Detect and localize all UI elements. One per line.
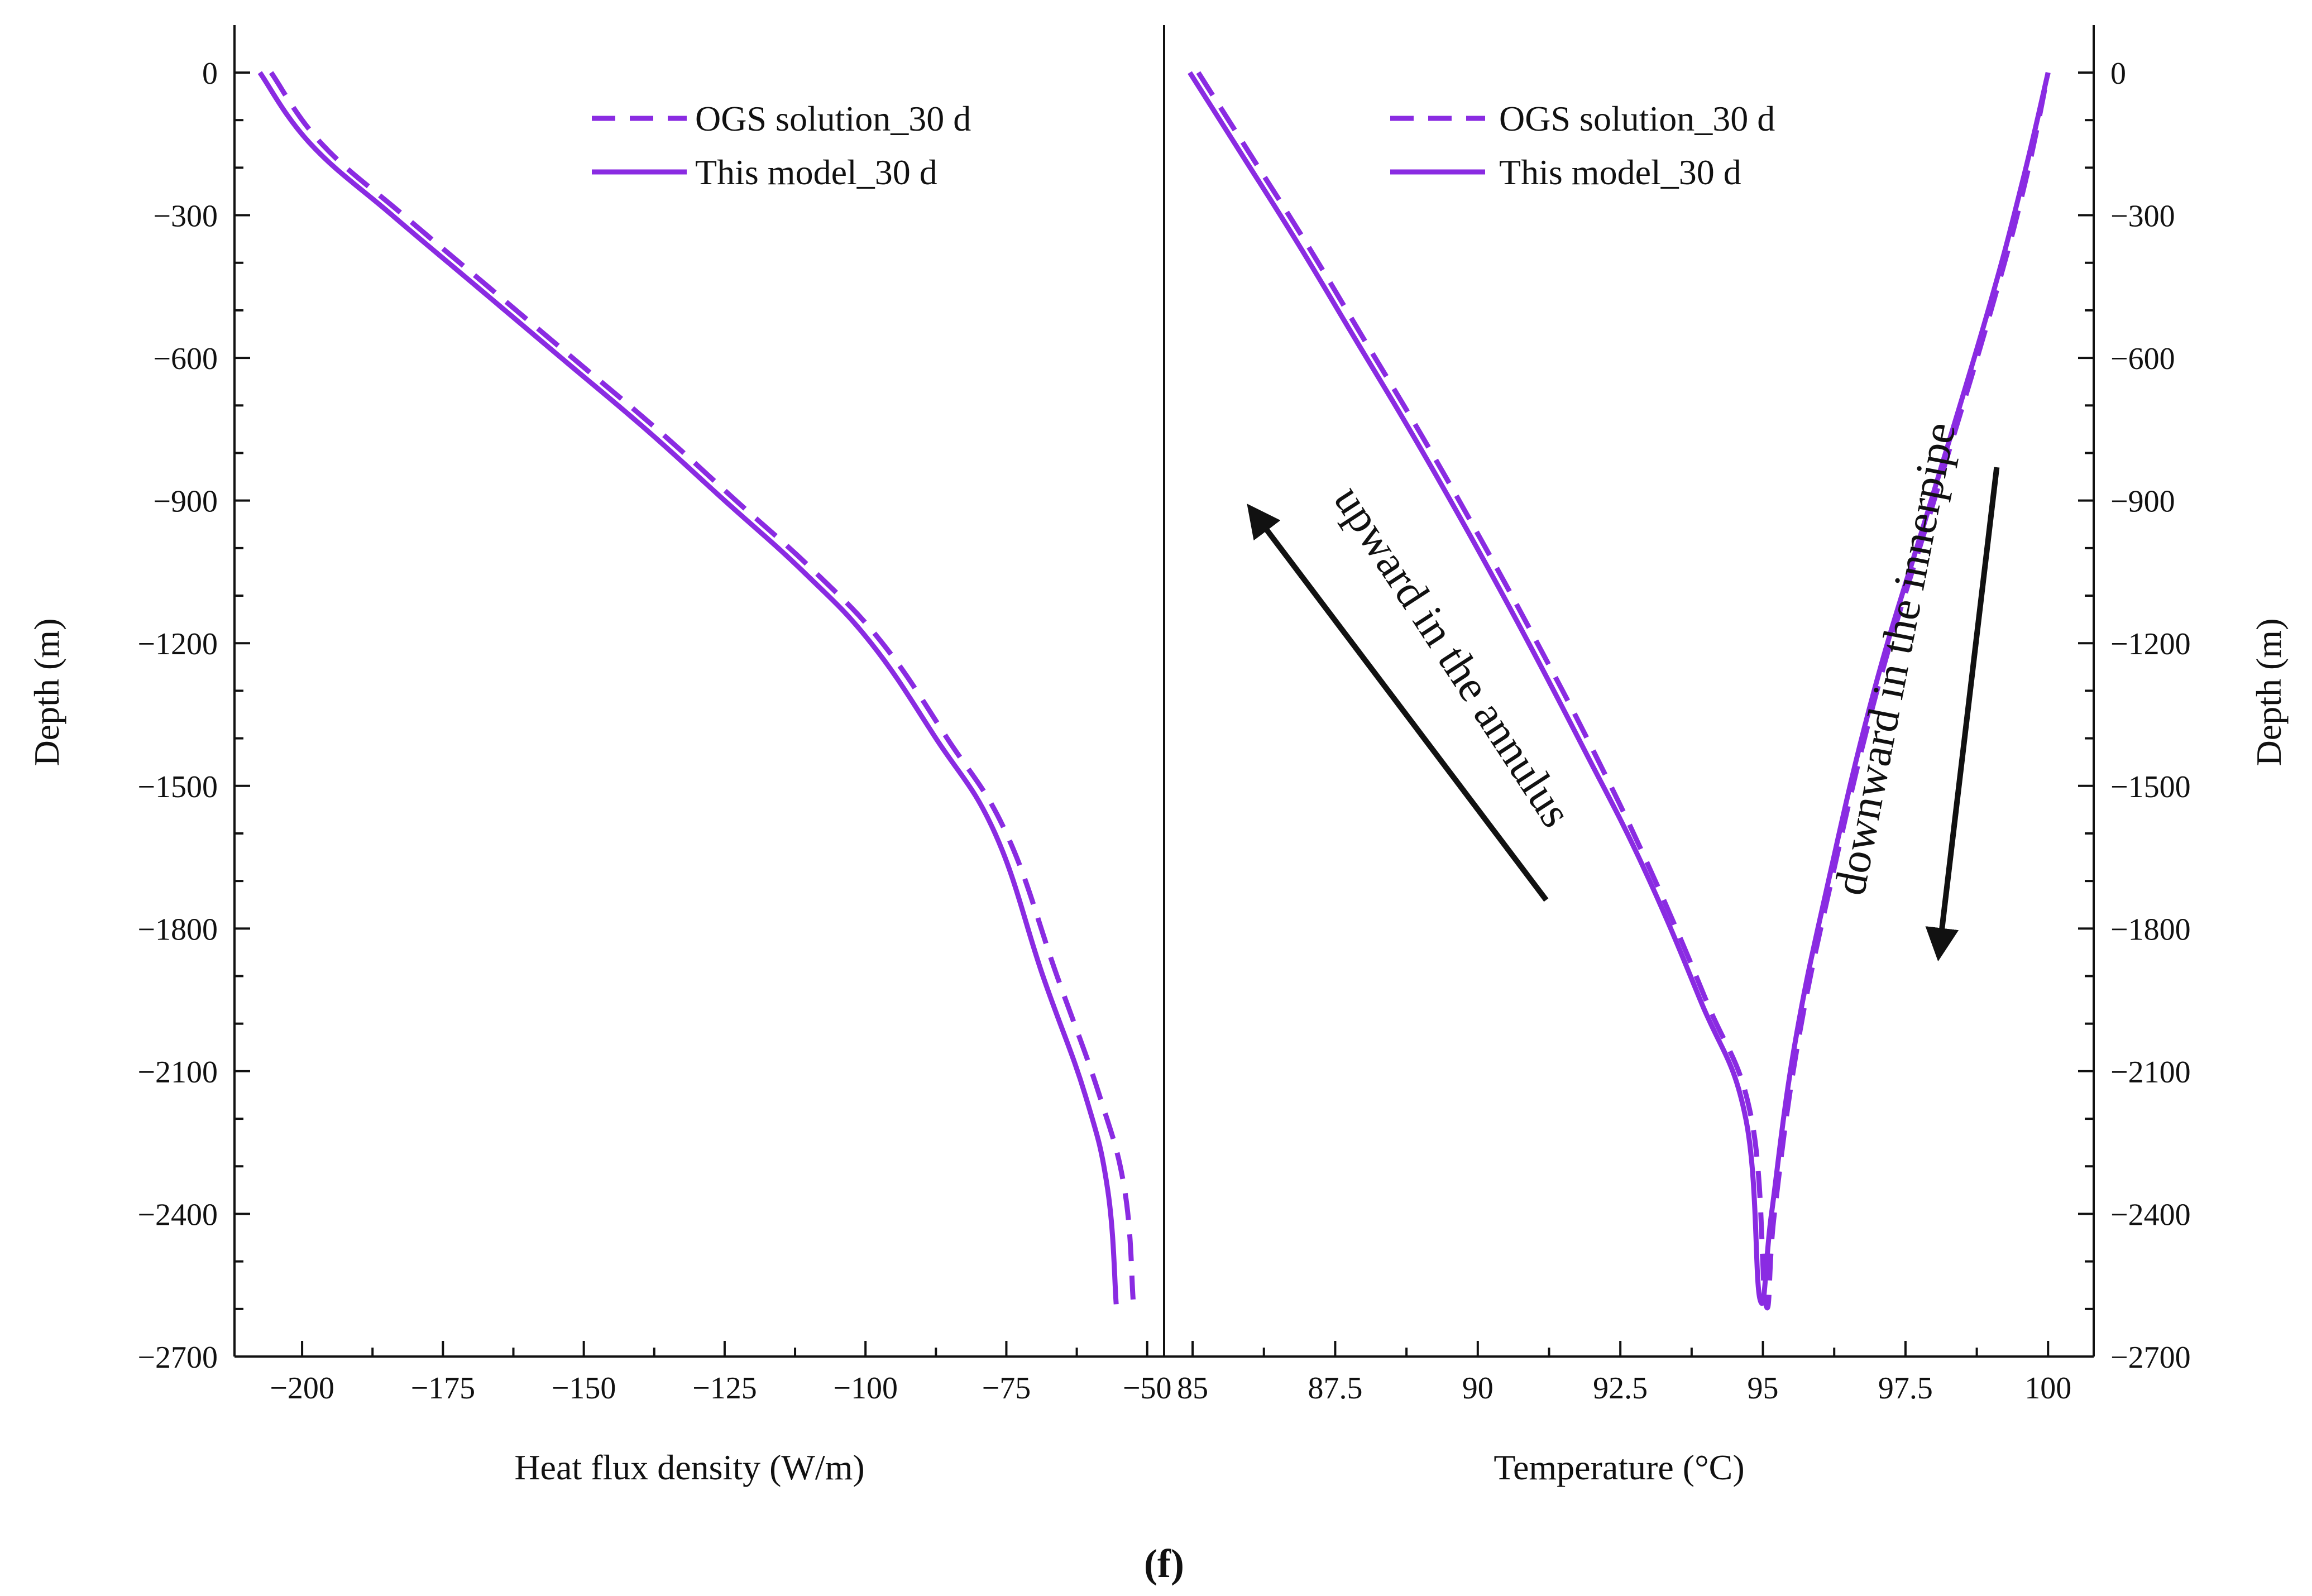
y-tick-label: −1800 (137, 912, 218, 947)
x-tick-label: −175 (411, 1371, 476, 1406)
y-tick-label: −2700 (137, 1340, 218, 1375)
right-series (1188, 71, 2051, 1311)
y-tick-label: −1200 (2110, 627, 2191, 662)
y-tick-label: −600 (2110, 342, 2175, 376)
right-y-axis-title: Depth (m) (2249, 619, 2289, 766)
y-tick-label: −2400 (137, 1197, 218, 1232)
right-legend: OGS solution_30 d This model_30 d (1390, 99, 1775, 192)
x-tick-label: 97.5 (1878, 1371, 1933, 1406)
x-tick-label: −50 (1123, 1371, 1172, 1406)
left-legend-label-ogs: OGS solution_30 d (695, 99, 971, 138)
left-panel: −200 −175 −150 −125 −100 −75 −50 0 −300 −600 −900 −… (137, 25, 1172, 1406)
right-panel: 85 87.5 90 92.5 95 97.5 100 0 −300 −600 −900 −1200 −… (1164, 25, 2191, 1406)
y-tick-label: −2700 (2110, 1340, 2191, 1375)
series-this-model-line (1188, 71, 2051, 1306)
x-tick-label: −200 (270, 1371, 334, 1406)
figure-caption: (f) (1144, 1541, 1184, 1586)
right-ticks: 85 87.5 90 92.5 95 97.5 100 0 −300 −600 −900 −1200 −… (1177, 56, 2191, 1406)
annotation-downward-in-the-innerpipe: downward in the innerpipe (1825, 419, 1965, 899)
y-tick-label: −900 (153, 485, 218, 519)
y-tick-label: −300 (2110, 199, 2175, 234)
x-tick-label: 85 (1177, 1371, 1208, 1406)
left-y-axis-title: Depth (m) (27, 619, 66, 766)
x-tick-label: 100 (2024, 1371, 2071, 1406)
y-tick-label: −2100 (137, 1055, 218, 1090)
x-tick-label: −100 (833, 1371, 898, 1406)
y-tick-label: −300 (153, 199, 218, 234)
y-tick-label: −900 (2110, 485, 2175, 519)
y-tick-label: −1500 (2110, 770, 2191, 804)
y-tick-label: −600 (153, 342, 218, 376)
annotation-arrow (1247, 504, 1549, 902)
right-x-axis-title: Temperature (°C) (1494, 1448, 1744, 1487)
left-x-axis-title: Heat flux density (W/m) (514, 1448, 864, 1487)
left-series (257, 71, 1136, 1305)
series-ogs-solution-line (1196, 71, 2051, 1311)
y-tick-label: 0 (2110, 56, 2126, 91)
x-tick-label: 87.5 (1308, 1371, 1362, 1406)
y-tick-label: −2100 (2110, 1055, 2191, 1090)
x-tick-label: −125 (692, 1371, 757, 1406)
annotation-arrow (1925, 467, 2000, 962)
x-tick-label: 92.5 (1593, 1371, 1648, 1406)
x-tick-label: −150 (552, 1371, 616, 1406)
left-ticks: −200 −175 −150 −125 −100 −75 −50 0 −300 −600 −900 −… (137, 56, 1171, 1406)
x-tick-label: 95 (1748, 1371, 1779, 1406)
annotations (1247, 467, 2000, 962)
left-legend-label-model: This model_30 d (695, 152, 937, 192)
y-tick-label: −2400 (2110, 1197, 2191, 1232)
left-legend: OGS solution_30 d This model_30 d (592, 99, 971, 192)
series-this-model-line (257, 71, 1119, 1305)
right-legend-label-model: This model_30 d (1499, 152, 1741, 192)
y-tick-label: 0 (202, 56, 218, 91)
series-ogs-solution-line (269, 71, 1136, 1300)
x-tick-label: 90 (1462, 1371, 1494, 1406)
y-tick-label: −1500 (137, 770, 218, 804)
y-tick-label: −1800 (2110, 912, 2191, 947)
y-tick-label: −1200 (137, 627, 218, 662)
x-tick-label: −75 (982, 1371, 1031, 1406)
right-legend-label-ogs: OGS solution_30 d (1499, 99, 1775, 138)
